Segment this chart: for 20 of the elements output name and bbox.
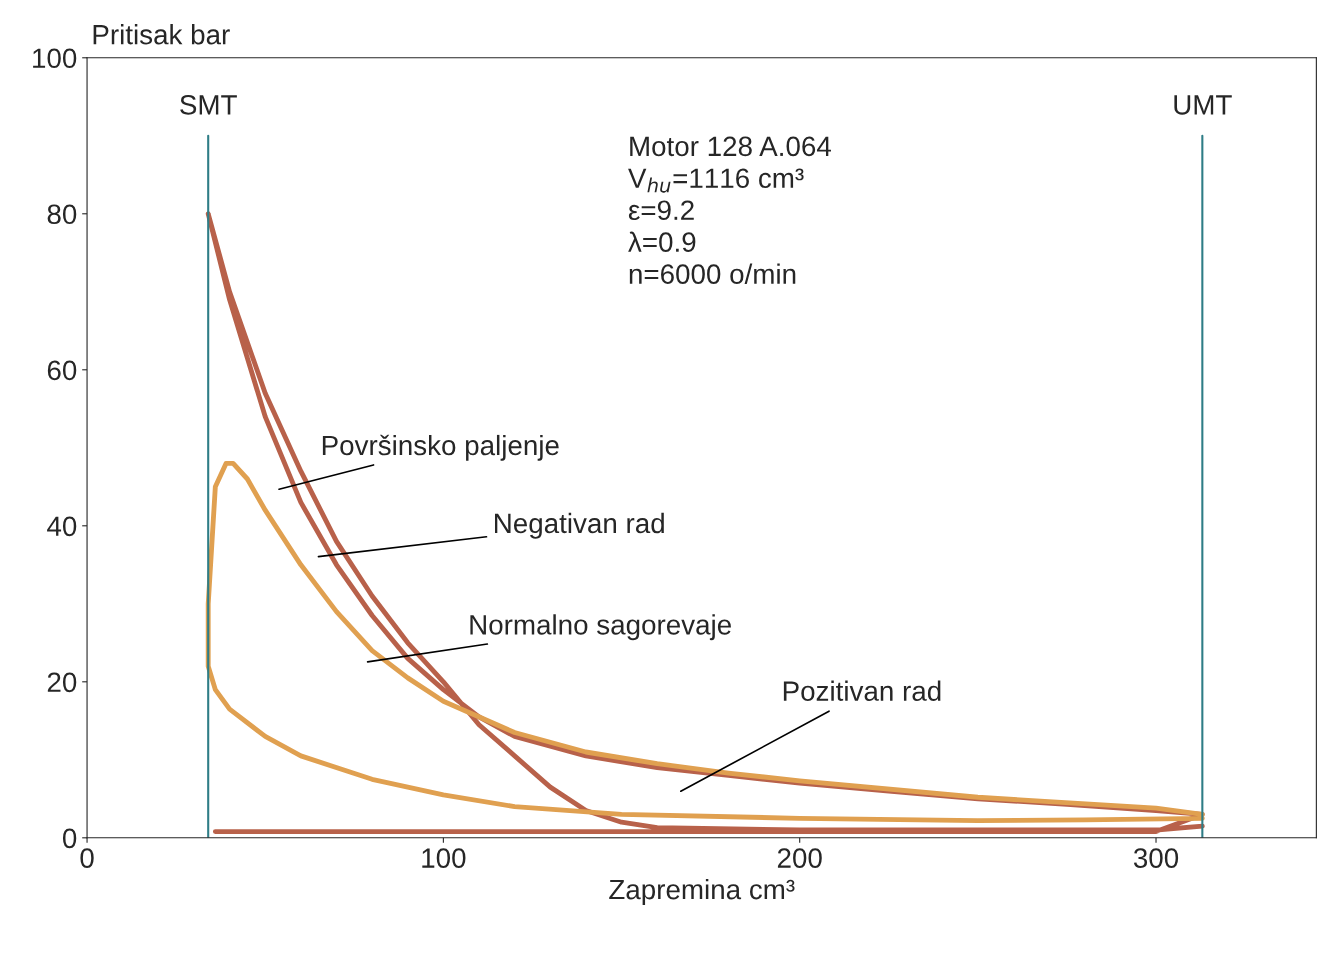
annotation: Površinsko paljenje: [322, 434, 559, 461]
x-tick-label: 300: [1133, 848, 1179, 868]
line-series: [205, 460, 1205, 824]
x-tick-label: 200: [777, 848, 822, 868]
y-axis-title: Pritisak bar: [93, 24, 230, 45]
x-tick-label: 100: [422, 848, 466, 868]
annotation: Motor 128 A.064 V$_{hu}$=1116 cm³ ε=9.2 λ=0.9 n=6000 o/min: [628, 136, 831, 284]
y-tick-label: 0: [62, 828, 77, 849]
annotation: Normalno sagorevaje: [470, 614, 731, 641]
y-tick-label: 40: [47, 516, 77, 537]
y-tick-label: 60: [47, 360, 77, 381]
annotation: Pozitivan rad: [783, 680, 941, 701]
ref-line-label: UMT: [1174, 95, 1232, 115]
y-tick-label: 80: [47, 204, 77, 225]
y-tick-label: 20: [47, 672, 77, 693]
x-tick-label: 0: [80, 848, 94, 868]
ref-line-label: SMT: [180, 95, 237, 115]
y-tick-label: 100: [33, 48, 77, 69]
annotation: Negativan rad: [495, 512, 664, 539]
x-axis-title: Zapremina cm³: [609, 878, 795, 905]
